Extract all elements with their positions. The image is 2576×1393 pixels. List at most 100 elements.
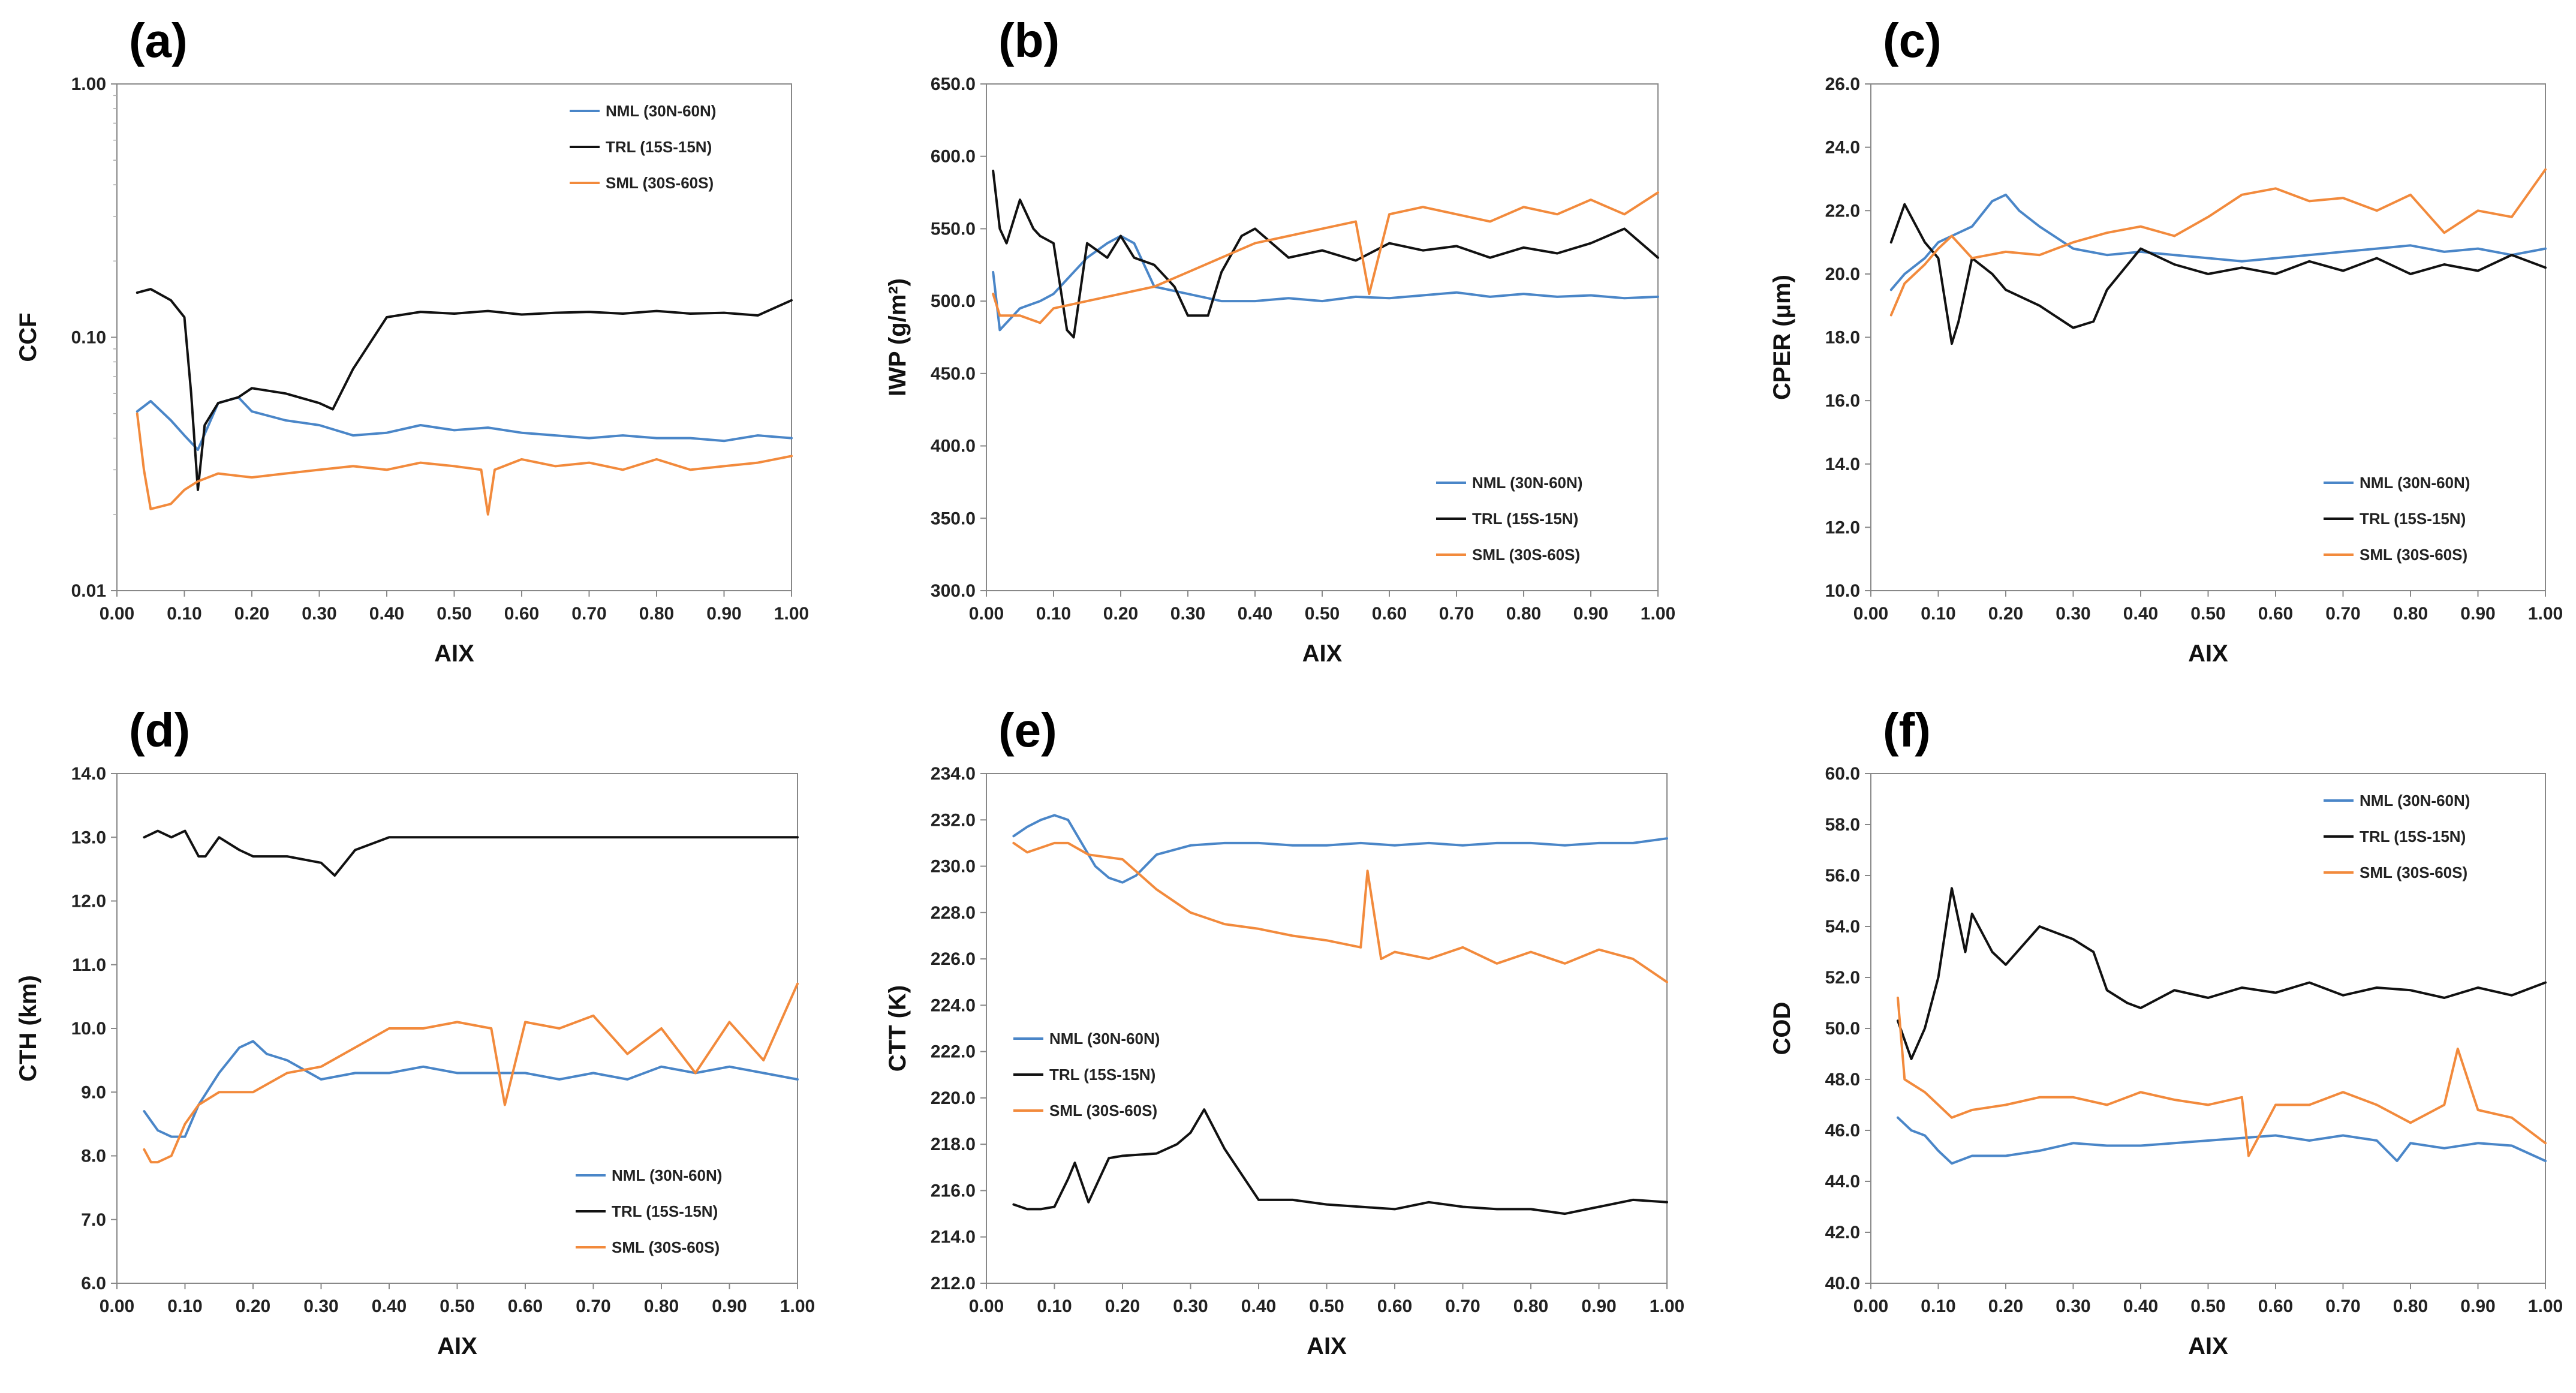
x-tick-label: 0.00	[100, 604, 134, 624]
y-axis-title: COD	[1769, 1002, 1795, 1055]
y-tick-label: 50.0	[1825, 1019, 1860, 1039]
x-tick-label: 0.10	[167, 1296, 202, 1316]
legend-label-sml: SML (30S-60S)	[1049, 1102, 1157, 1120]
x-tick-label: 1.00	[1641, 604, 1675, 624]
y-tick-label: 600.0	[931, 147, 976, 167]
y-tick-label: 400.0	[931, 437, 976, 456]
legend-label-sml: SML (30S-60S)	[612, 1238, 720, 1256]
series-line-sml	[992, 191, 1659, 324]
y-tick-label: 14.0	[71, 764, 106, 784]
x-tick-label: 1.00	[774, 604, 809, 624]
panel-label: (d)	[129, 703, 190, 757]
series-line-trl	[143, 829, 799, 877]
panel-label: (c)	[1883, 14, 1942, 67]
x-axis-title: AIX	[1307, 1333, 1347, 1359]
x-tick-label: 0.50	[1305, 604, 1340, 624]
legend: NML (30N-60N) TRL (15S-15N) SML (30S-60S)	[1013, 1030, 1160, 1120]
x-tick-label: 0.90	[706, 604, 741, 624]
x-tick-label: 0.00	[1853, 1296, 1888, 1316]
panel-b: 0.00 0.10 0.20 0.30 0.40 0.50 0.60 0.70 0.80 0.90…	[884, 14, 1675, 667]
x-tick-label: 0.40	[372, 1296, 407, 1316]
panel-d: 0.00 0.10 0.20 0.30 0.40 0.50 0.60 0.70 0.80 0.90…	[15, 703, 815, 1359]
y-axis-title: CTH (km)	[15, 975, 41, 1082]
x-tick-label: 1.00	[1650, 1296, 1684, 1316]
series-line-nml	[143, 1040, 799, 1138]
x-tick-label: 0.20	[1103, 604, 1138, 624]
x-tick-label: 0.80	[1513, 1296, 1548, 1316]
series-line-trl	[136, 288, 793, 491]
y-tick-label: 56.0	[1825, 866, 1860, 886]
legend-label-nml: NML (30N-60N)	[606, 102, 716, 120]
y-tick-label: 20.0	[1825, 264, 1860, 284]
x-tick-label: 0.10	[1921, 1296, 1955, 1316]
legend-label-nml: NML (30N-60N)	[1049, 1030, 1160, 1048]
x-tick-label: 0.60	[2258, 1296, 2293, 1316]
panel-f: 0.00 0.10 0.20 0.30 0.40 0.50 0.60 0.70 0.80 0.90…	[1769, 703, 2563, 1359]
x-tick-label: 0.80	[644, 1296, 679, 1316]
y-tick-label: 60.0	[1825, 764, 1860, 784]
y-tick-label: 42.0	[1825, 1223, 1860, 1242]
x-tick-label: 0.90	[2460, 1296, 2495, 1316]
x-tick-label: 0.60	[508, 1296, 543, 1316]
series-line-nml	[1012, 814, 1668, 884]
legend-label-nml: NML (30N-60N)	[1472, 474, 1582, 492]
y-tick-label: 8.0	[81, 1147, 106, 1166]
series-line-trl	[1897, 887, 2547, 1060]
y-tick-label: 650.0	[931, 74, 976, 94]
legend-label-trl: TRL (15S-15N)	[2360, 510, 2466, 528]
y-tick-label: 11.0	[72, 955, 106, 975]
series-line-sml	[1897, 997, 2547, 1157]
legend-label-sml: SML (30S-60S)	[606, 174, 714, 192]
x-tick-label: 0.00	[969, 1296, 1004, 1316]
y-tick-label: 18.0	[1825, 328, 1860, 348]
x-tick-label: 0.90	[1581, 1296, 1616, 1316]
y-tick-label: 0.01	[71, 581, 106, 601]
x-tick-label: 0.70	[1439, 604, 1474, 624]
legend-label-sml: SML (30S-60S)	[2360, 864, 2467, 881]
y-tick-label: 24.0	[1825, 138, 1860, 158]
y-tick-label: 214.0	[931, 1227, 976, 1247]
series-line-sml	[1012, 841, 1668, 983]
y-tick-label: 6.0	[81, 1274, 106, 1293]
y-tick-label: 350.0	[931, 509, 976, 528]
y-tick-label: 40.0	[1825, 1274, 1860, 1293]
x-tick-label: 0.60	[504, 604, 539, 624]
legend-label-sml: SML (30S-60S)	[2360, 546, 2467, 564]
x-tick-label: 0.10	[1036, 604, 1071, 624]
series-line-trl	[1889, 203, 2547, 345]
y-tick-label: 230.0	[931, 857, 976, 877]
y-tick-label: 54.0	[1825, 917, 1860, 937]
x-tick-label: 0.70	[576, 1296, 610, 1316]
plot-frame	[116, 83, 792, 591]
y-tick-label: 9.0	[81, 1082, 106, 1102]
x-axis-title: AIX	[2188, 640, 2228, 667]
x-tick-label: 0.70	[571, 604, 606, 624]
x-tick-label: 0.10	[1037, 1296, 1072, 1316]
x-tick-label: 0.80	[2393, 604, 2428, 624]
x-axis-title: AIX	[434, 640, 474, 667]
y-tick-label: 22.0	[1825, 201, 1860, 221]
legend-label-nml: NML (30N-60N)	[612, 1166, 722, 1184]
x-tick-label: 0.80	[2393, 1296, 2428, 1316]
legend-label-trl: TRL (15S-15N)	[1472, 510, 1578, 528]
x-tick-label: 0.40	[1238, 604, 1272, 624]
panel-label: (b)	[998, 14, 1060, 67]
x-tick-label: 0.00	[100, 1296, 134, 1316]
series-line-nml	[992, 234, 1659, 332]
panel-e: 0.00 0.10 0.20 0.30 0.40 0.50 0.60 0.70 0.80 0.90…	[884, 703, 1684, 1359]
series-line-trl	[992, 169, 1659, 339]
legend-label-trl: TRL (15S-15N)	[612, 1202, 718, 1220]
y-tick-label: 12.0	[71, 892, 106, 911]
x-tick-label: 0.90	[712, 1296, 747, 1316]
x-tick-label: 0.20	[1988, 1296, 2023, 1316]
y-tick-label: 216.0	[931, 1181, 976, 1201]
x-tick-label: 0.00	[969, 604, 1004, 624]
y-axis-title: CPER (μm)	[1769, 275, 1795, 400]
legend-label-trl: TRL (15S-15N)	[1049, 1066, 1155, 1084]
x-tick-label: 0.30	[2056, 1296, 2090, 1316]
x-tick-label: 0.20	[1105, 1296, 1140, 1316]
x-tick-label: 0.20	[1988, 604, 2023, 624]
x-tick-label: 1.00	[780, 1296, 815, 1316]
y-tick-label: 26.0	[1825, 74, 1860, 94]
y-tick-label: 46.0	[1825, 1121, 1860, 1141]
